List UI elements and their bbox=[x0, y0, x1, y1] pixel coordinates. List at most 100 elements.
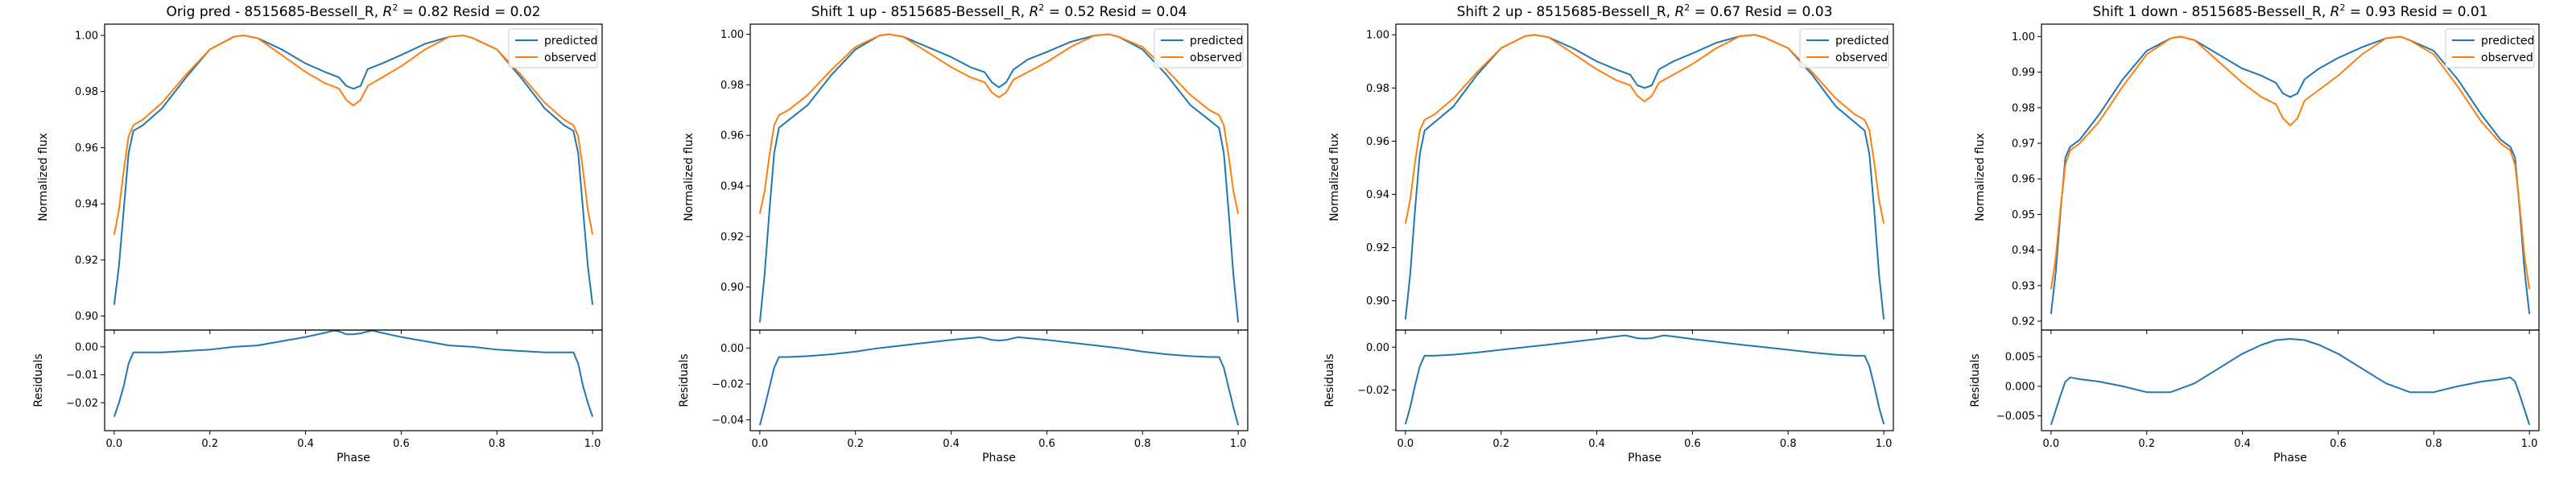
legend-label: observed bbox=[544, 52, 597, 64]
resid-y-tick-label: 0.00 bbox=[720, 343, 744, 355]
resid-y-tick-label: −0.02 bbox=[66, 398, 98, 410]
y-axis-label: Normalized flux bbox=[1974, 133, 1987, 221]
x-tick-label: 0.8 bbox=[489, 438, 506, 450]
series-line-observed bbox=[2050, 35, 2531, 290]
y-tick-label: 0.94 bbox=[720, 180, 744, 192]
chart-panel-1: Orig pred - 8515685-Bessell_R, R2 = 0.82… bbox=[32, 2, 603, 464]
flux-axes-frame bbox=[1395, 23, 1894, 331]
y-tick-label: 0.92 bbox=[75, 254, 98, 266]
y-tick-label: 0.90 bbox=[75, 311, 98, 323]
y-tick-label: 0.96 bbox=[2012, 174, 2035, 186]
y-tick-label: 0.93 bbox=[2012, 280, 2035, 292]
x-tick-label: 0.2 bbox=[201, 438, 218, 450]
residual-line bbox=[113, 330, 594, 417]
x-tick-label: 0.6 bbox=[1038, 438, 1055, 450]
residual-axes-frame bbox=[104, 329, 603, 431]
y-tick-label: 0.98 bbox=[75, 86, 98, 98]
legend-label: predicted bbox=[2481, 35, 2534, 47]
resid-y-tick-label: 0.000 bbox=[2005, 381, 2035, 393]
y-tick-label: 0.94 bbox=[75, 199, 98, 211]
y-tick-label: 0.98 bbox=[720, 80, 744, 92]
x-tick-label: 0.4 bbox=[2234, 438, 2251, 450]
x-tick-label: 1.0 bbox=[1876, 438, 1893, 450]
legend: predicted observed bbox=[1799, 28, 1889, 68]
resid-y-tick-label: 0.005 bbox=[2005, 352, 2035, 364]
series-line-predicted bbox=[113, 34, 594, 305]
legend-label: observed bbox=[1190, 52, 1242, 64]
x-tick-label: 0.8 bbox=[2425, 438, 2442, 450]
y-tick-label: 0.95 bbox=[2012, 209, 2035, 221]
residual-line bbox=[2050, 338, 2531, 425]
y-tick-label: 0.98 bbox=[1366, 83, 1389, 95]
y-tick-label: 0.90 bbox=[1366, 295, 1389, 308]
residual-line bbox=[1404, 334, 1885, 425]
chart-title: Orig pred - 8515685-Bessell_R, R2 = 0.82… bbox=[167, 2, 541, 20]
resid-y-axis-label: Residuals bbox=[1323, 353, 1336, 407]
chart-panel-2: Shift 1 up - 8515685-Bessell_R, R2 = 0.5… bbox=[678, 2, 1249, 464]
x-tick-label: 0.4 bbox=[297, 438, 314, 450]
resid-y-tick-label: −0.01 bbox=[66, 369, 98, 382]
residual-line bbox=[758, 336, 1240, 426]
y-tick-label: 0.98 bbox=[2012, 102, 2035, 114]
y-tick-label: 1.00 bbox=[720, 29, 744, 41]
x-tick-label: 0.6 bbox=[2330, 438, 2347, 450]
legend: predicted observed bbox=[1154, 28, 1244, 68]
resid-y-axis-label: Residuals bbox=[678, 353, 691, 407]
residual-axes-frame bbox=[749, 329, 1249, 431]
x-tick-label: 1.0 bbox=[584, 438, 601, 450]
y-axis-label: Normalized flux bbox=[37, 133, 50, 221]
series-line-predicted bbox=[2050, 35, 2531, 315]
y-axis-label: Normalized flux bbox=[1328, 133, 1341, 221]
y-tick-label: 0.92 bbox=[1366, 242, 1389, 254]
series-line-predicted bbox=[758, 33, 1240, 323]
y-tick-label: 0.92 bbox=[2012, 316, 2035, 328]
chart-title: Shift 2 up - 8515685-Bessell_R, R2 = 0.6… bbox=[1457, 2, 1833, 20]
flux-axes-frame bbox=[2041, 23, 2540, 331]
y-tick-label: 0.90 bbox=[720, 282, 744, 294]
resid-y-tick-label: −0.04 bbox=[712, 415, 744, 427]
legend-label: observed bbox=[2481, 52, 2533, 64]
resid-y-tick-label: −0.02 bbox=[712, 378, 744, 390]
y-tick-label: 0.92 bbox=[720, 231, 744, 243]
resid-y-axis-label: Residuals bbox=[1969, 353, 1982, 407]
x-tick-label: 0.2 bbox=[847, 438, 864, 450]
resid-y-axis-label: Residuals bbox=[32, 353, 45, 407]
x-tick-label: 0.8 bbox=[1134, 438, 1151, 450]
y-tick-label: 0.94 bbox=[1366, 189, 1389, 201]
flux-axes-frame bbox=[749, 23, 1249, 331]
y-tick-label: 0.96 bbox=[1366, 136, 1389, 148]
resid-y-tick-label: 0.00 bbox=[1366, 342, 1389, 354]
x-axis-label: Phase bbox=[336, 452, 370, 464]
x-axis-label: Phase bbox=[982, 452, 1016, 464]
x-tick-label: 1.0 bbox=[1230, 438, 1247, 450]
x-tick-label: 0.0 bbox=[106, 438, 123, 450]
x-tick-label: 0.6 bbox=[393, 438, 410, 450]
x-tick-label: 0.4 bbox=[943, 438, 960, 450]
x-tick-label: 0.0 bbox=[2043, 438, 2060, 450]
chart-panel-4: Shift 1 down - 8515685-Bessell_R, R2 = 0… bbox=[1969, 2, 2540, 464]
y-tick-label: 1.00 bbox=[1366, 30, 1389, 42]
x-axis-label: Phase bbox=[1628, 452, 1662, 464]
residual-axes-frame bbox=[2041, 329, 2540, 431]
series-line-predicted bbox=[1404, 34, 1885, 320]
y-tick-label: 1.00 bbox=[75, 30, 98, 42]
series-line-observed bbox=[758, 33, 1240, 214]
chart-title: Shift 1 down - 8515685-Bessell_R, R2 = 0… bbox=[2092, 2, 2487, 20]
x-tick-label: 1.0 bbox=[2521, 438, 2538, 450]
residual-axes-frame bbox=[1395, 329, 1894, 431]
series-line-observed bbox=[1404, 34, 1885, 225]
y-tick-label: 0.96 bbox=[75, 142, 98, 155]
x-tick-label: 0.0 bbox=[752, 438, 769, 450]
legend: predicted observed bbox=[2445, 28, 2535, 68]
legend-label: predicted bbox=[1190, 35, 1243, 47]
chart-panel-3: Shift 2 up - 8515685-Bessell_R, R2 = 0.6… bbox=[1323, 2, 1894, 464]
x-axis-label: Phase bbox=[2273, 452, 2307, 464]
x-tick-label: 0.6 bbox=[1684, 438, 1701, 450]
resid-y-tick-label: −0.02 bbox=[1357, 385, 1389, 397]
resid-y-tick-label: −0.005 bbox=[1996, 411, 2035, 423]
legend-label: predicted bbox=[544, 35, 597, 47]
resid-y-tick-label: 0.00 bbox=[75, 341, 98, 353]
x-tick-label: 0.0 bbox=[1397, 438, 1414, 450]
x-tick-label: 0.4 bbox=[1588, 438, 1605, 450]
